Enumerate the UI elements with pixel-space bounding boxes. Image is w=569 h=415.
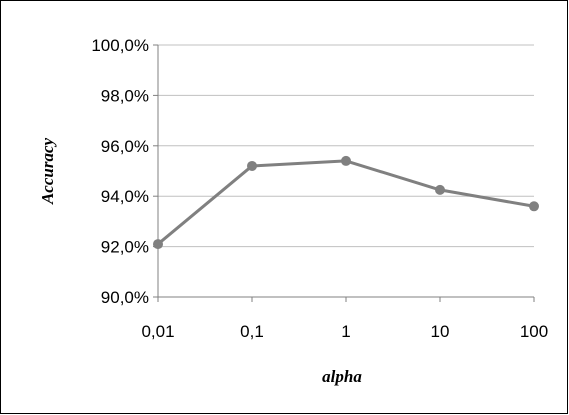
data-point <box>247 160 257 171</box>
x-tick-label: 1 <box>341 322 350 341</box>
y-tick-label: 90,0% <box>101 288 149 307</box>
gridlines <box>158 44 534 248</box>
y-tick-label: 96,0% <box>101 137 149 156</box>
axes <box>153 44 535 302</box>
x-tick-label: 0,1 <box>240 322 264 341</box>
data-point <box>435 184 445 195</box>
y-tick-label: 92,0% <box>101 238 149 257</box>
y-tick-labels: 90,0% 92,0% 94,0% 96,0% 98,0% 100,0% <box>91 36 149 307</box>
y-tick-label: 94,0% <box>101 187 149 206</box>
x-tick-labels: 0,01 0,1 1 10 100 <box>141 322 548 341</box>
series-group <box>153 155 539 250</box>
data-point <box>341 155 351 166</box>
y-axis-title: Accuracy <box>38 138 57 206</box>
x-tick-label: 10 <box>431 322 450 341</box>
x-axis-title: alpha <box>322 367 362 386</box>
data-point <box>529 201 539 212</box>
y-tick-label: 98,0% <box>101 86 149 105</box>
x-tick-label: 0,01 <box>141 322 174 341</box>
y-tick-label: 100,0% <box>91 36 149 55</box>
x-tick-label: 100 <box>520 322 548 341</box>
series-line <box>157 159 535 246</box>
data-point <box>153 239 163 250</box>
